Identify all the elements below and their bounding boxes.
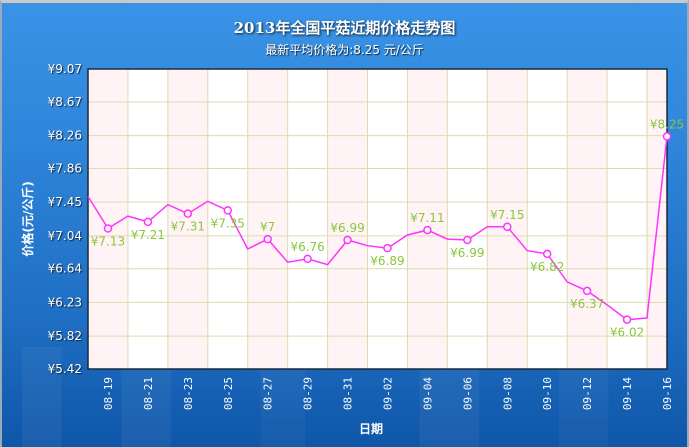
x-axis-title: 日期 (359, 421, 383, 436)
line-chart: ¥9.07 ¥8.67 ¥8.26 ¥7.86 ¥7.45 ¥7.04 ¥6.64 ¥6.23… (20, 62, 684, 436)
data-point-marker[interactable] (223, 206, 233, 215)
chart-subtitle: 最新平均价格为:8.25 元/公斤 (265, 43, 424, 57)
plot-band (167, 69, 208, 369)
data-point-marker[interactable] (503, 222, 512, 232)
data-label: ¥7.35 (211, 216, 245, 230)
data-point-marker[interactable] (103, 224, 113, 233)
y-tick-label: ¥7.86 (48, 161, 82, 175)
data-point-marker[interactable] (343, 235, 352, 245)
data-label: ¥7 (260, 220, 275, 234)
x-tick-label: 09-10 (541, 377, 554, 410)
y-tick-label: ¥7.04 (48, 229, 82, 243)
data-label: ¥6.99 (330, 221, 364, 235)
plot-border (87, 68, 668, 370)
x-tick-label: 08-19 (102, 377, 115, 410)
plot-band (647, 69, 667, 369)
data-point-marker[interactable] (303, 254, 312, 264)
x-tick-label: 09-04 (421, 377, 434, 410)
data-point-marker[interactable] (622, 315, 632, 324)
data-point-marker[interactable] (463, 235, 472, 245)
data-label: ¥8.25 (650, 117, 684, 131)
plot-band (247, 69, 288, 369)
y-tick-label: ¥8.26 (48, 129, 82, 143)
plot-band (487, 69, 528, 369)
x-tick-label: 09-06 (461, 377, 474, 410)
y-tick-label: ¥9.07 (48, 62, 82, 76)
data-label: ¥6.02 (610, 326, 644, 340)
data-label: ¥6.37 (570, 297, 604, 311)
data-point-marker[interactable] (542, 249, 552, 259)
x-tick-label: 09-14 (621, 377, 634, 410)
plot-band (88, 69, 128, 369)
plot-band (407, 69, 448, 369)
x-tick-label: 09-12 (581, 377, 594, 410)
data-label: ¥7.31 (171, 220, 205, 234)
x-tick-label: 09-02 (381, 377, 394, 410)
x-tick-label: 08-31 (342, 377, 355, 410)
data-point-marker[interactable] (263, 234, 272, 244)
x-tick-label: 09-08 (501, 377, 514, 410)
y-tick-label: ¥5.42 (48, 362, 82, 376)
data-label: ¥6.76 (290, 240, 324, 254)
data-point-marker[interactable] (582, 286, 592, 296)
data-label: ¥6.89 (370, 254, 404, 268)
data-point-marker[interactable] (662, 132, 672, 141)
x-tick-label: 08-23 (182, 377, 195, 410)
x-tick-label: 09-16 (661, 377, 674, 410)
y-tick-label: ¥6.23 (48, 295, 82, 309)
y-tick-label: ¥7.45 (48, 195, 82, 209)
x-tick-label: 08-25 (222, 377, 235, 410)
x-tick-label: 08-21 (142, 377, 155, 410)
data-label: ¥7.13 (91, 234, 125, 248)
data-label: ¥6.99 (450, 246, 484, 260)
y-axis-title: 价格(元/公斤) (20, 181, 35, 256)
data-point-marker[interactable] (383, 243, 392, 253)
data-label: ¥7.11 (410, 211, 444, 225)
data-point-marker[interactable] (143, 217, 153, 227)
data-point-marker[interactable] (423, 225, 432, 235)
x-tick-label: 08-29 (302, 377, 315, 410)
chart-title: 2013年全国平菇近期价格走势图 (233, 19, 456, 37)
x-tick-label: 08-27 (262, 377, 275, 410)
data-label: ¥6.82 (530, 260, 564, 274)
y-tick-label: ¥5.82 (48, 329, 82, 343)
data-label: ¥7.15 (490, 208, 524, 222)
plot-band (327, 69, 368, 369)
data-point-marker[interactable] (183, 209, 193, 218)
data-label: ¥7.21 (131, 228, 165, 242)
background-decoration (21, 327, 609, 447)
plot-band (567, 69, 608, 369)
y-tick-label: ¥6.64 (48, 262, 82, 276)
y-tick-label: ¥8.67 (48, 95, 82, 109)
